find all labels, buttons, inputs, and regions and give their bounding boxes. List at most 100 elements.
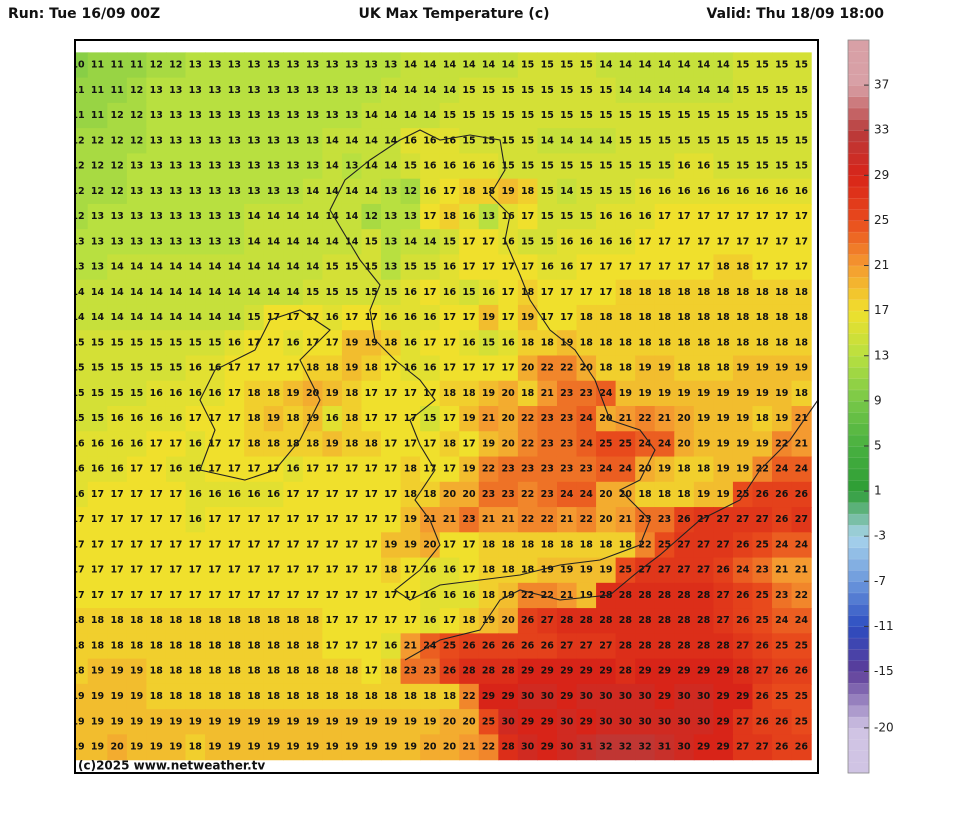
temperature-cell: [146, 304, 167, 331]
temperature-value: 19: [736, 388, 749, 399]
temperature-cell: [459, 431, 480, 458]
temperature-value: 15: [365, 287, 378, 298]
temperature-value: 17: [345, 312, 358, 323]
temperature-value: 15: [443, 236, 456, 247]
colorbar-band: [847, 603, 870, 616]
temperature-cell: [576, 128, 597, 155]
temperature-value: 13: [306, 110, 319, 121]
temperature-cell: [439, 304, 460, 331]
temperature-value: 17: [130, 464, 143, 475]
temperature-value: 17: [501, 363, 514, 374]
temperature-value: 17: [443, 413, 456, 424]
temperature-cell: [87, 633, 108, 660]
temperature-value: 15: [599, 110, 612, 121]
temperature-cell: [263, 153, 284, 180]
temperature-value: 20: [599, 489, 613, 500]
temperature-cell: [674, 178, 695, 205]
temperature-value: 16: [462, 337, 476, 348]
temperature-cell: [322, 330, 343, 357]
temperature-cell: [439, 658, 460, 685]
colorbar-band: [847, 310, 870, 323]
temperature-cell: [732, 507, 754, 533]
temperature-value: 19: [365, 716, 378, 727]
temperature-value: 27: [677, 539, 690, 550]
temperature-cell: [322, 355, 343, 382]
temperature-value: 24: [580, 413, 594, 424]
colorbar-band: [847, 333, 870, 346]
temperature-value: 29: [717, 742, 730, 753]
temperature-value: 24: [775, 464, 789, 475]
temperature-value: 18: [326, 363, 340, 374]
temperature-value: 18: [306, 438, 320, 449]
temperature-value: 12: [71, 161, 84, 172]
temperature-value: 15: [717, 110, 730, 121]
temperature-value: 13: [326, 60, 339, 71]
temperature-cell: [713, 633, 734, 660]
temperature-cell: [263, 178, 284, 205]
temperature-cell: [772, 557, 793, 584]
temperature-cell: [732, 380, 754, 407]
temperature-cell: [752, 102, 773, 129]
temperature-cell: [87, 229, 108, 256]
temperature-cell: [400, 77, 421, 104]
temperature-value: 16: [189, 363, 203, 374]
temperature-value: 13: [247, 135, 260, 146]
temperature-cell: [693, 431, 714, 458]
temperature-value: 16: [228, 489, 242, 500]
temperature-cell: [381, 178, 402, 205]
temperature-value: 17: [756, 262, 769, 273]
temperature-value: 15: [501, 85, 514, 96]
temperature-cell: [205, 431, 226, 458]
temperature-value: 29: [521, 666, 534, 677]
temperature-cell: [87, 128, 108, 155]
temperature-value: 18: [677, 337, 691, 348]
temperature-cell: [126, 102, 148, 129]
temperature-cell: [283, 77, 304, 104]
temperature-value: 18: [482, 565, 496, 576]
temperature-value: 13: [286, 85, 299, 96]
temperature-cell: [459, 532, 480, 559]
temperature-value: 17: [228, 539, 241, 550]
temperature-cell: [478, 734, 499, 761]
temperature-value: 18: [286, 615, 300, 626]
temperature-cell: [596, 608, 617, 634]
temperature-value: 14: [91, 312, 105, 323]
temperature-cell: [596, 734, 617, 761]
temperature-value: 26: [736, 590, 750, 601]
temperature-cell: [381, 431, 402, 458]
temperature-cell: [772, 203, 793, 230]
temperature-cell: [439, 102, 460, 129]
temperature-cell: [381, 557, 402, 584]
temperature-cell: [713, 203, 734, 230]
temperature-cell: [185, 431, 206, 458]
temperature-cell: [791, 153, 812, 180]
temperature-cell: [772, 481, 793, 508]
temperature-cell: [732, 633, 754, 660]
temperature-value: 22: [541, 590, 554, 601]
temperature-cell: [302, 254, 323, 281]
temperature-cell: [283, 431, 304, 458]
temperature-value: 15: [756, 161, 769, 172]
colorbar-band: [847, 62, 870, 75]
temperature-value: 17: [365, 388, 378, 399]
temperature-value: 15: [717, 135, 730, 146]
temperature-cell: [322, 608, 343, 634]
temperature-cell: [439, 683, 460, 710]
temperature-cell: [674, 279, 695, 306]
temperature-value: 28: [501, 666, 515, 677]
temperature-cell: [478, 279, 499, 306]
temperature-value: 24: [619, 464, 633, 475]
temperature-cell: [87, 304, 108, 331]
temperature-value: 15: [619, 186, 632, 197]
temperature-value: 18: [150, 691, 164, 702]
temperature-value: 26: [443, 666, 457, 677]
temperature-value: 18: [658, 287, 672, 298]
temperature-cell: [165, 431, 187, 458]
temperature-cell: [556, 734, 578, 761]
temperature-value: 15: [756, 85, 769, 96]
temperature-value: 27: [736, 742, 749, 753]
temperature-value: 17: [638, 236, 651, 247]
temperature-cell: [498, 406, 519, 432]
temperature-value: 18: [697, 337, 711, 348]
temperature-cell: [576, 77, 597, 104]
